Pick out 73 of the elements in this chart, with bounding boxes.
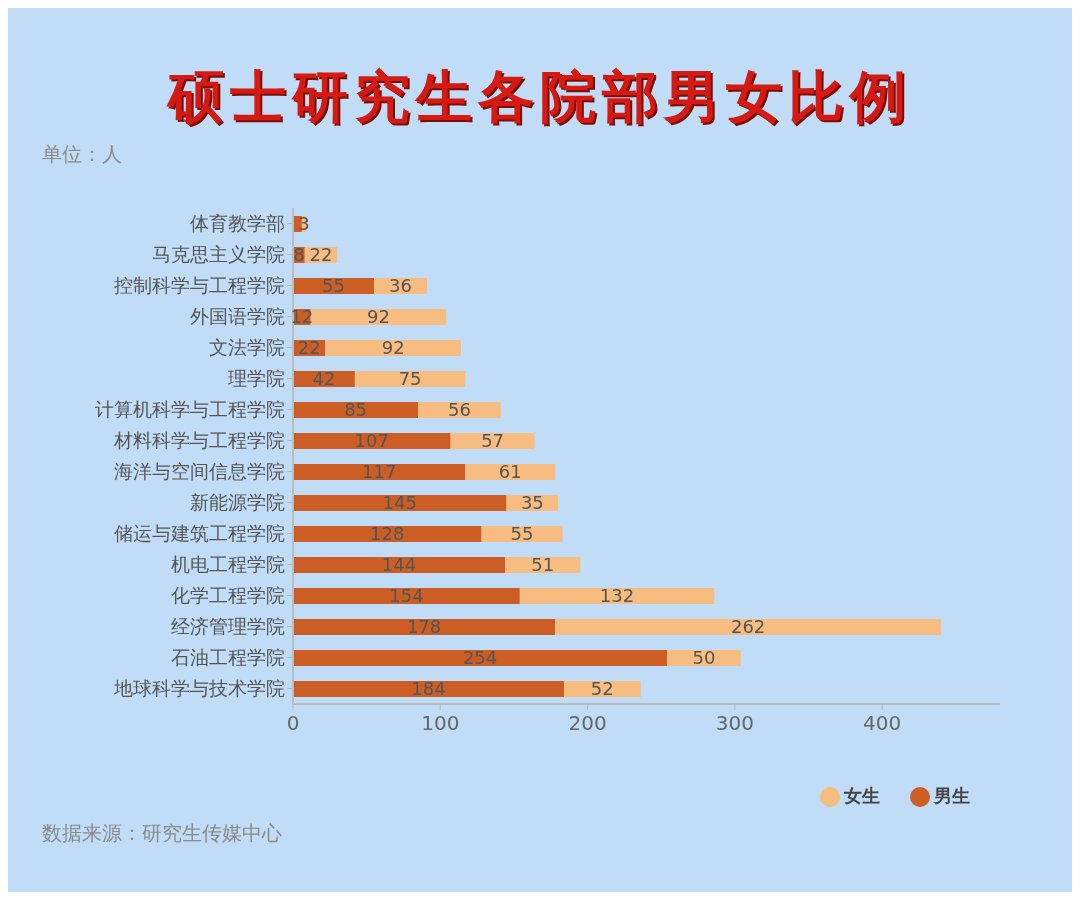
x-tick-label: 400 xyxy=(863,711,902,736)
data-label: 55 xyxy=(510,523,534,544)
bar xyxy=(293,619,556,635)
source-note: 数据来源：研究生传媒中心 xyxy=(42,820,282,847)
bar xyxy=(293,557,506,573)
y-tick-label: 文法学院 xyxy=(209,336,285,359)
data-label: 184 xyxy=(411,678,446,699)
bar xyxy=(293,526,482,542)
data-label: 262 xyxy=(730,616,766,637)
data-label: 51 xyxy=(531,554,555,575)
data-label: 178 xyxy=(406,616,442,637)
bar xyxy=(293,495,507,511)
data-label: 132 xyxy=(599,585,635,606)
y-tick-label: 马克思主义学院 xyxy=(152,243,285,266)
data-label: 61 xyxy=(498,461,522,482)
x-tick-label: 0 xyxy=(286,711,300,736)
bar xyxy=(555,619,942,635)
data-label: 128 xyxy=(370,523,405,544)
bar xyxy=(325,340,461,356)
data-label: 75 xyxy=(398,368,422,389)
data-label: 50 xyxy=(692,647,716,668)
bar xyxy=(293,681,565,697)
y-tick-label: 石油工程学院 xyxy=(171,646,285,669)
data-label: 145 xyxy=(382,492,417,513)
y-tick-label: 控制科学与工程学院 xyxy=(114,274,285,297)
data-label: 3 xyxy=(298,213,310,234)
data-label: 154 xyxy=(389,585,424,606)
chart-title: 硕士研究生各院部男女比例 xyxy=(165,62,913,131)
bar xyxy=(465,464,556,480)
y-tick-label: 新能源学院 xyxy=(190,491,285,514)
data-label: 8 xyxy=(293,244,305,265)
data-label: 92 xyxy=(381,337,405,358)
bar xyxy=(310,309,447,325)
bar xyxy=(519,588,715,604)
data-label: 85 xyxy=(344,399,368,420)
data-label: 254 xyxy=(462,647,498,668)
text: 单位：人 xyxy=(42,141,122,168)
y-tick-label: 外国语学院 xyxy=(190,305,285,328)
data-label: 42 xyxy=(312,368,336,389)
y-tick-label: 化学工程学院 xyxy=(171,584,285,607)
data-label: 92 xyxy=(366,306,390,327)
data-label: 35 xyxy=(520,492,544,513)
y-tick-label: 体育教学部 xyxy=(190,212,285,235)
bar xyxy=(293,402,419,418)
legend-label: 男生 xyxy=(934,785,970,806)
x-tick-label: 300 xyxy=(715,711,754,736)
x-tick-label: 200 xyxy=(568,711,607,736)
y-tick-label: 经济管理学院 xyxy=(171,615,285,638)
bar xyxy=(293,588,520,604)
legend-label: 女生 xyxy=(844,785,880,806)
bar xyxy=(293,433,451,449)
data-label: 55 xyxy=(322,275,345,296)
data-label: 36 xyxy=(389,275,412,296)
y-tick-label: 计算机科学与工程学院 xyxy=(95,398,285,421)
y-tick-label: 机电工程学院 xyxy=(171,553,285,576)
y-tick-label: 理学院 xyxy=(228,367,285,390)
bar xyxy=(354,371,466,387)
bar xyxy=(293,464,466,480)
data-label: 117 xyxy=(361,461,397,482)
y-tick-label: 海洋与空间信息学院 xyxy=(114,460,285,483)
x-tick-label: 100 xyxy=(421,711,460,736)
data-label: 22 xyxy=(309,244,333,265)
y-tick-label: 地球科学与技术学院 xyxy=(113,677,285,700)
y-tick-label: 储运与建筑工程学院 xyxy=(114,522,285,545)
data-label: 52 xyxy=(590,678,614,699)
data-label: 56 xyxy=(447,399,471,420)
data-label: 57 xyxy=(481,430,505,451)
y-tick-label: 材料科学与工程学院 xyxy=(113,429,285,452)
data-label: 22 xyxy=(297,337,321,358)
bar xyxy=(293,650,668,666)
bar xyxy=(450,433,535,449)
data-label: 144 xyxy=(381,554,417,575)
data-label: 107 xyxy=(354,430,389,451)
